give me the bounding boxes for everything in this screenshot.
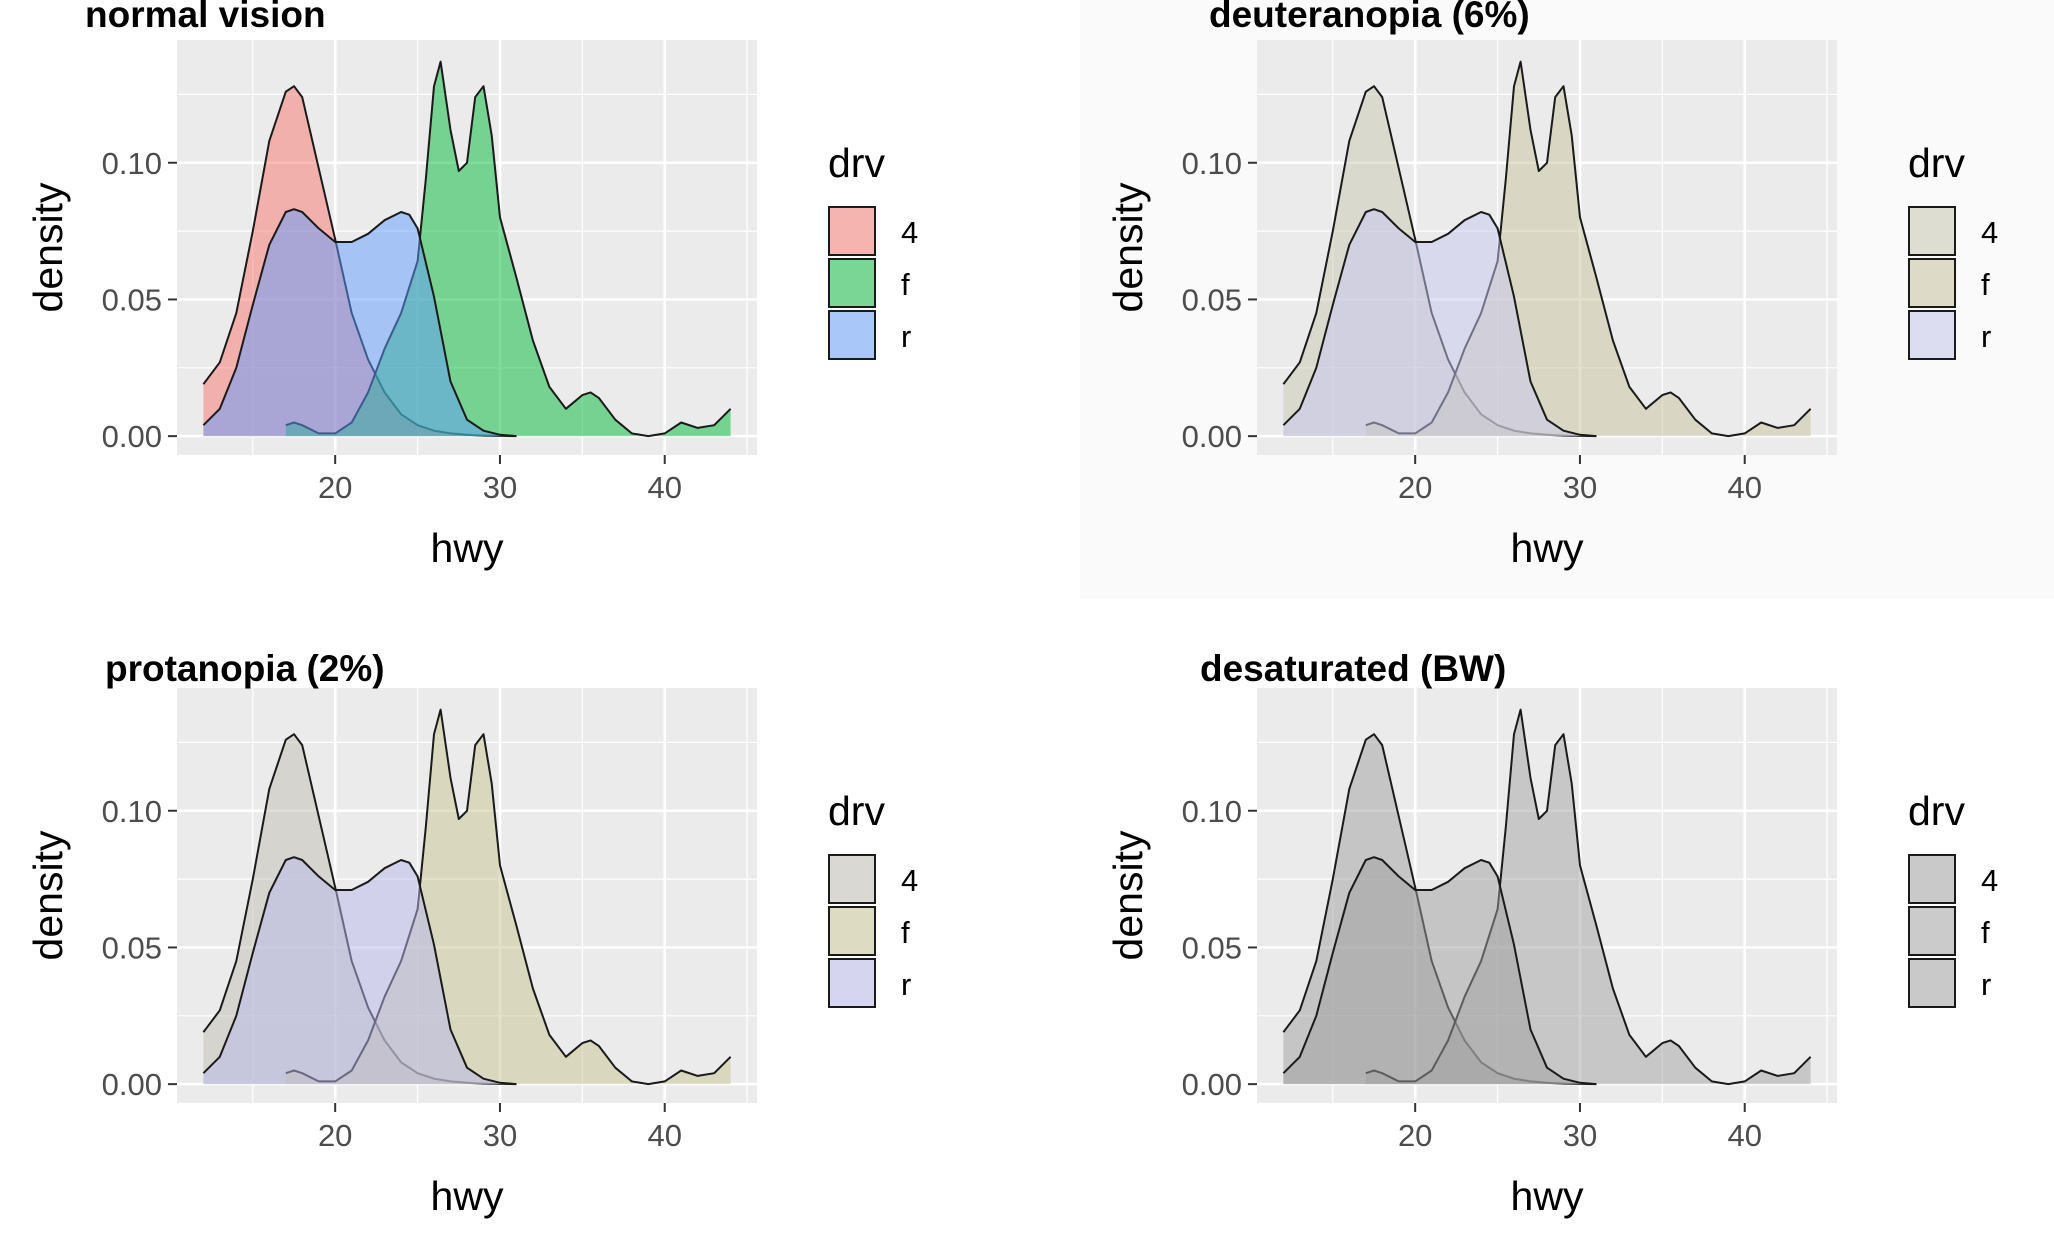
legend-title: drv <box>1908 140 1965 186</box>
x-tick-label: 30 <box>483 470 517 505</box>
legend-label: f <box>901 915 910 950</box>
legend-key-4 <box>1908 854 1956 904</box>
legend-label: 4 <box>1981 215 1998 250</box>
legend-label: f <box>901 267 910 302</box>
y-tick-label: 0.05 <box>102 930 162 965</box>
chart-1: 20 30 40 0.00 0.05 0.10 hwy density normal visio… <box>0 0 1080 598</box>
chart-title: protanopia (2%) <box>105 648 385 689</box>
density-line-r <box>202 856 517 1086</box>
x-tick-label: 30 <box>1563 470 1597 505</box>
x-tick-label: 30 <box>483 1118 517 1153</box>
y-tick-label: 0.05 <box>102 282 162 317</box>
legend-key-4 <box>1908 206 1956 256</box>
legend-label: 4 <box>1981 863 1998 898</box>
legend-label: 4 <box>901 215 918 250</box>
x-axis-title: hwy <box>431 525 504 571</box>
y-axis-title: density <box>25 182 71 312</box>
y-axis-title: density <box>25 830 71 960</box>
y-axis-title: density <box>1105 830 1151 960</box>
legend-key-r <box>828 958 876 1008</box>
y-axis-title: density <box>1105 182 1151 312</box>
legend: drv 4 fr <box>1908 788 1998 1008</box>
x-tick-label: 40 <box>1727 1118 1761 1153</box>
chart-title: normal vision <box>85 0 326 35</box>
x-axis-title: hwy <box>1511 525 1584 571</box>
legend-key-r <box>828 310 876 360</box>
density-area-r <box>1283 857 1597 1085</box>
y-tick-label: 0.00 <box>1182 419 1242 454</box>
legend-title: drv <box>828 140 885 186</box>
x-tick-label: 40 <box>1727 470 1761 505</box>
y-tick-label: 0.00 <box>102 419 162 454</box>
legend-key-r <box>1908 310 1956 360</box>
legend-key-4 <box>828 854 876 904</box>
y-tick-label: 0.00 <box>102 1067 162 1102</box>
y-tick-label: 0.10 <box>102 146 162 181</box>
legend: drv 4 fr <box>828 788 918 1008</box>
density-line-r <box>1282 208 1597 438</box>
legend-label: f <box>1981 915 1990 950</box>
density-line-r <box>1282 856 1597 1086</box>
x-tick-label: 40 <box>647 470 681 505</box>
legend-title: drv <box>1908 788 1965 834</box>
x-tick-label: 20 <box>1398 1118 1432 1153</box>
legend-label: r <box>901 319 911 354</box>
y-tick-label: 0.10 <box>1182 794 1242 829</box>
density-line-r <box>202 208 517 438</box>
chart-4: 20 30 40 0.00 0.05 0.10 hwy density desaturated … <box>1080 648 2054 1246</box>
y-tick-label: 0.05 <box>1182 282 1242 317</box>
chart-3: 20 30 40 0.00 0.05 0.10 hwy density protanopia (… <box>0 648 1080 1246</box>
legend-key-f <box>1908 906 1956 956</box>
legend-label: 4 <box>901 863 918 898</box>
x-tick-label: 20 <box>318 470 352 505</box>
legend-key-4 <box>828 206 876 256</box>
legend-key-f <box>828 258 876 308</box>
y-tick-label: 0.05 <box>1182 930 1242 965</box>
x-tick-label: 30 <box>1563 1118 1597 1153</box>
x-axis-title: hwy <box>431 1173 504 1219</box>
density-area-r <box>1283 209 1597 437</box>
legend-label: r <box>1981 967 1991 1002</box>
legend-key-r <box>1908 958 1956 1008</box>
legend: drv 4 fr <box>828 140 918 360</box>
chart-title: desaturated (BW) <box>1200 648 1506 689</box>
y-tick-label: 0.10 <box>1182 146 1242 181</box>
chart-2: 20 30 40 0.00 0.05 0.10 hwy density deuteranopia… <box>1080 0 2054 598</box>
x-tick-label: 20 <box>318 1118 352 1153</box>
legend-label: r <box>1981 319 1991 354</box>
density-area-r <box>203 857 517 1085</box>
x-tick-label: 20 <box>1398 470 1432 505</box>
legend-label: f <box>1981 267 1990 302</box>
y-tick-label: 0.10 <box>102 794 162 829</box>
legend: drv 4 fr <box>1908 140 1998 360</box>
x-tick-label: 40 <box>647 1118 681 1153</box>
y-tick-label: 0.00 <box>1182 1067 1242 1102</box>
density-area-r <box>203 209 517 437</box>
chart-title: deuteranopia (6%) <box>1209 0 1530 35</box>
legend-title: drv <box>828 788 885 834</box>
legend-key-f <box>1908 258 1956 308</box>
legend-key-f <box>828 906 876 956</box>
x-axis-title: hwy <box>1511 1173 1584 1219</box>
legend-label: r <box>901 967 911 1002</box>
